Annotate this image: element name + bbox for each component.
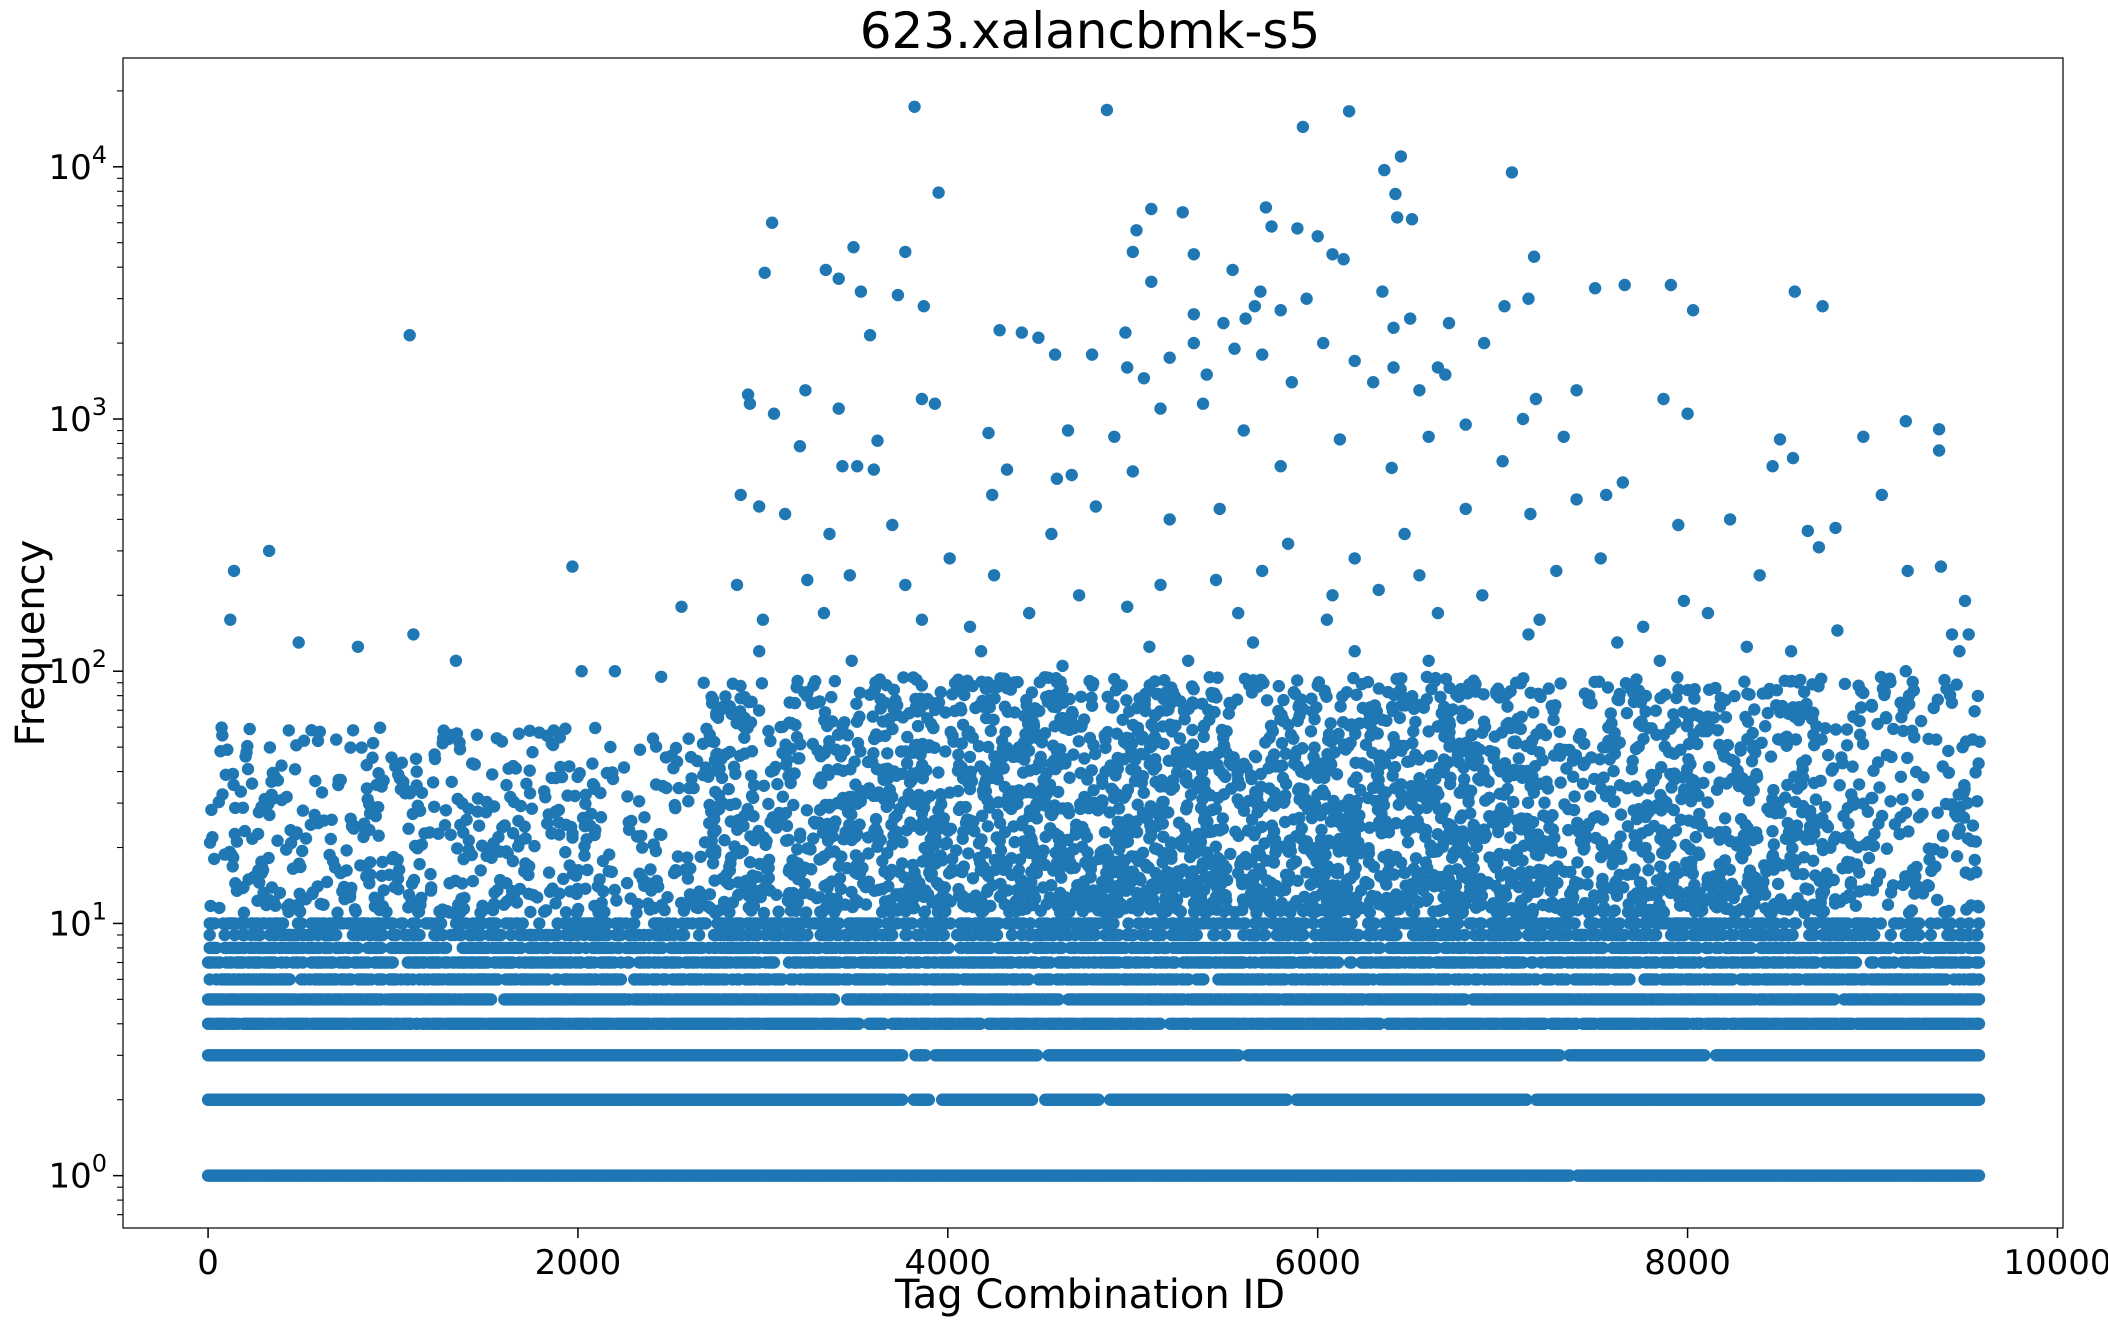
data-points — [201, 100, 1986, 1182]
data-point — [922, 1093, 935, 1106]
chart-title: 623.xalancbmk-s5 — [860, 2, 1321, 60]
data-point — [1972, 1017, 1986, 1030]
data-point — [895, 1049, 909, 1062]
data-point — [484, 993, 498, 1006]
data-point — [1030, 1049, 1044, 1062]
data-point — [1972, 1169, 1986, 1182]
data-point — [1972, 1093, 1986, 1106]
data-point — [1972, 993, 1986, 1006]
data-point — [895, 1093, 909, 1106]
data-point — [1972, 1049, 1986, 1062]
data-point — [1025, 1093, 1039, 1106]
data-point — [1092, 1093, 1105, 1106]
data-point — [827, 993, 841, 1006]
data-point — [1698, 1049, 1711, 1062]
